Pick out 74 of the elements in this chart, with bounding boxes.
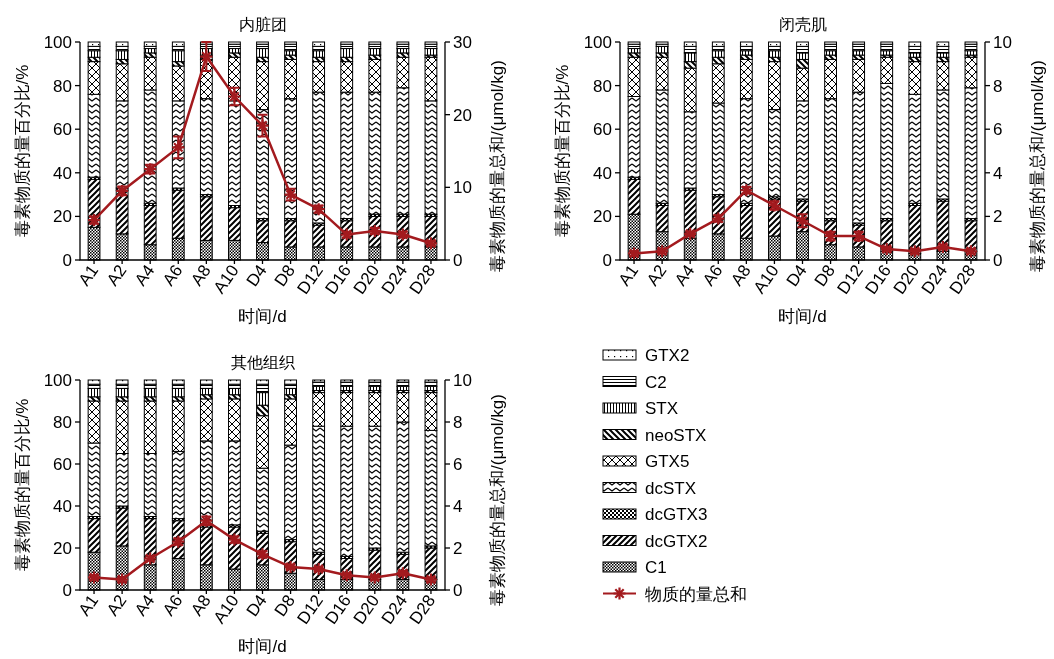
y-tick-label: 0 [62, 581, 72, 600]
y-tick-label: 100 [43, 33, 72, 52]
y-axis-title: 毒素物质的量百分比/% [553, 64, 572, 238]
x-axis-title: 时间/d [238, 637, 287, 656]
legend-label: 物质的量总和 [645, 584, 747, 604]
y-tick-label: 20 [53, 539, 72, 558]
x-tick-label: A8 [187, 591, 215, 620]
y-tick-label: 40 [53, 163, 72, 183]
legend-label: GTX5 [645, 452, 690, 471]
y-tick-label: 0 [602, 251, 612, 270]
y2-tick-label: 20 [453, 105, 472, 125]
y-tick-label: 20 [53, 207, 72, 227]
y2-axis-title: 毒素物质的量总和/(μmol/kg) [488, 60, 507, 272]
x-tick-label: D4 [782, 261, 811, 291]
y2-tick-label: 10 [993, 33, 1012, 52]
y-tick-label: 60 [53, 455, 72, 474]
x-tick-label: A4 [130, 261, 159, 290]
chart-title: 闭壳肌 [778, 16, 827, 33]
x-tick-label: A1 [74, 261, 103, 290]
x-tick-label: A6 [159, 591, 187, 620]
y-tick-label: 0 [62, 251, 72, 270]
x-tick-label: A8 [187, 261, 215, 290]
y-tick-label: 80 [593, 76, 612, 96]
y-tick-label: 60 [53, 120, 72, 140]
y2-tick-label: 0 [453, 251, 463, 270]
legend-label: dcGTX3 [645, 505, 708, 524]
x-axis-title: 时间/d [238, 307, 287, 326]
y2-tick-label: 4 [993, 163, 1003, 183]
x-tick-label: A6 [159, 261, 187, 290]
y2-tick-label: 4 [453, 497, 463, 516]
y2-tick-label: 2 [993, 207, 1003, 227]
y-tick-label: 100 [583, 33, 612, 52]
y2-tick-label: 8 [453, 413, 463, 432]
x-tick-label: A2 [102, 261, 131, 290]
y-tick-label: 60 [593, 120, 612, 140]
chart-title: 内脏团 [238, 16, 287, 33]
x-tick-label: A4 [130, 591, 159, 620]
x-tick-label: A2 [102, 591, 131, 620]
legend-label: dcSTX [645, 478, 697, 498]
y-tick-label: 20 [593, 207, 612, 227]
y-tick-label: 40 [593, 163, 612, 183]
y2-tick-label: 8 [993, 76, 1003, 96]
y2-tick-label: 10 [453, 371, 472, 390]
y-tick-label: 40 [53, 497, 72, 516]
legend-label: dcGTX2 [645, 531, 708, 551]
legend-label: neoSTX [645, 425, 707, 445]
x-axis-title: 时间/d [778, 307, 827, 326]
y2-tick-label: 2 [453, 539, 463, 558]
y2-tick-label: 0 [993, 251, 1003, 270]
y2-tick-label: 30 [453, 33, 472, 52]
x-tick-label: D4 [242, 591, 271, 621]
x-tick-label: A1 [74, 591, 103, 620]
y-axis-title: 毒素物质的量百分比/% [13, 398, 32, 572]
x-tick-label: D4 [242, 261, 271, 291]
y-axis-title: 毒素物质的量百分比/% [13, 64, 32, 238]
y2-tick-label: 10 [453, 178, 472, 198]
x-tick-label: A1 [614, 261, 643, 290]
y2-axis-title: 毒素物质的量总和/(μmol/kg) [488, 394, 507, 606]
x-tick-label: A2 [642, 261, 671, 290]
legend-label: GTX2 [645, 346, 690, 365]
y2-tick-label: 6 [993, 120, 1003, 140]
y2-tick-label: 0 [453, 581, 463, 600]
legend-label: STX [645, 399, 679, 418]
x-tick-label: A6 [699, 261, 727, 290]
x-tick-label: A4 [670, 261, 699, 290]
y-tick-label: 80 [53, 413, 72, 432]
y2-tick-label: 6 [453, 455, 463, 474]
chart-title: 其他组织 [230, 354, 295, 371]
y-tick-label: 100 [43, 371, 72, 390]
legend-label: C1 [645, 558, 667, 577]
legend-label: C2 [645, 372, 667, 392]
y-tick-label: 80 [53, 76, 72, 96]
x-tick-label: A8 [727, 261, 755, 290]
y2-axis-title: 毒素物质的量总和/(μmol/kg) [1028, 60, 1047, 272]
